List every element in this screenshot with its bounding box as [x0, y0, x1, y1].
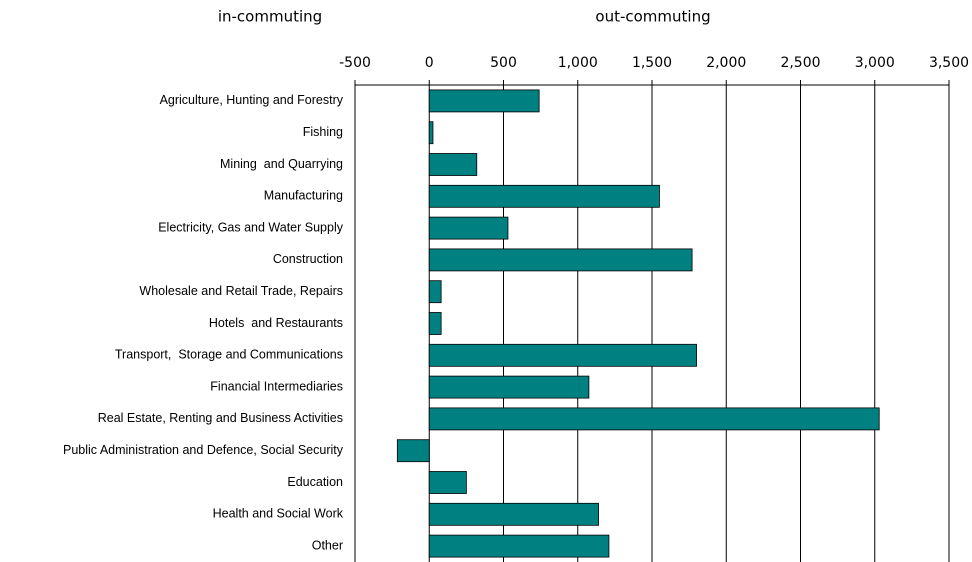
- x-tick-label: 3,500: [929, 55, 969, 71]
- y-tick-label: Health and Social Work: [213, 507, 344, 521]
- bar: [428, 407, 880, 431]
- x-tick-label: 0: [425, 55, 434, 71]
- bar: [428, 343, 697, 367]
- bar: [428, 248, 693, 272]
- x-tick-label: 1,500: [632, 55, 672, 71]
- bar: [428, 153, 478, 176]
- x-tick-label: -500: [339, 55, 371, 71]
- bar: [428, 312, 442, 335]
- y-tick-label: Agriculture, Hunting and Forestry: [160, 93, 344, 107]
- bar: [396, 439, 430, 463]
- bar: [428, 280, 442, 304]
- y-tick-label: Real Estate, Renting and Business Activi…: [98, 411, 343, 425]
- y-tick-label: Transport, Storage and Communications: [115, 348, 343, 362]
- bar: [428, 471, 467, 494]
- annotation: in-commuting: [218, 8, 322, 26]
- y-tick-label: Public Administration and Defence, Socia…: [63, 443, 344, 457]
- annotation: out-commuting: [595, 8, 710, 26]
- x-tick-label: 3,000: [855, 55, 895, 71]
- bar: [428, 184, 660, 208]
- x-tick-label: 1,000: [558, 55, 598, 71]
- y-tick-label: Wholesale and Retail Trade, Repairs: [139, 284, 343, 298]
- y-tick-label: Financial Intermediaries: [210, 379, 343, 393]
- bar: [428, 121, 434, 145]
- bar: [428, 89, 540, 113]
- y-tick-label: Manufacturing: [264, 189, 343, 203]
- bar: [428, 502, 599, 526]
- y-tick-label: Construction: [273, 252, 343, 266]
- y-tick-label: Other: [312, 538, 343, 552]
- y-tick-label: Hotels and Restaurants: [209, 316, 343, 330]
- y-tick-label: Electricity, Gas and Water Supply: [158, 220, 344, 234]
- bar: [428, 216, 509, 240]
- x-tick-label: 2,500: [780, 55, 820, 71]
- x-tick-label: 500: [490, 55, 517, 71]
- bar: [428, 534, 610, 558]
- y-tick-label: Mining and Quarrying: [220, 157, 343, 171]
- bar: [428, 375, 590, 399]
- x-tick-label: 2,000: [706, 55, 746, 71]
- y-tick-label: Education: [287, 475, 343, 489]
- y-tick-label: Fishing: [303, 125, 343, 139]
